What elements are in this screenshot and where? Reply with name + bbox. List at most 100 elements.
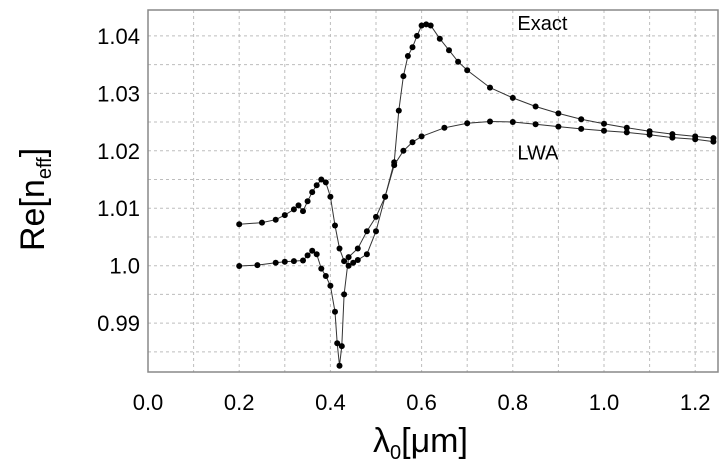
data-point-exact	[395, 107, 402, 114]
y-tick-label: 1.03	[97, 81, 140, 106]
data-point-exact	[281, 258, 288, 265]
data-point-exact	[363, 228, 370, 235]
x-axis-label-main: λ	[373, 422, 390, 460]
data-point-lwa	[464, 120, 471, 127]
data-point-exact	[236, 263, 243, 269]
data-point-lwa	[578, 125, 585, 132]
data-point-lwa	[300, 208, 306, 215]
data-point-lwa	[322, 179, 329, 186]
data-point-lwa	[382, 193, 389, 200]
data-point-exact	[555, 110, 562, 117]
data-point-lwa	[710, 138, 717, 145]
data-point-lwa	[373, 228, 379, 235]
data-point-lwa	[391, 162, 398, 169]
data-point-lwa	[304, 198, 311, 205]
grid	[148, 10, 718, 372]
x-tick-label: 0.6	[406, 390, 437, 415]
y-tick-label: 1.0	[109, 254, 140, 279]
y-axis-label-sub: eff	[34, 157, 56, 179]
data-point-exact	[423, 21, 430, 28]
data-point-exact	[436, 35, 443, 42]
data-point-lwa	[441, 124, 448, 131]
x-tick-label: 0.4	[315, 390, 346, 415]
x-axis-label-unit: [μm]	[401, 422, 468, 460]
data-point-lwa	[601, 127, 607, 134]
data-point-lwa	[327, 193, 334, 200]
data-point-lwa	[400, 147, 407, 154]
data-point-exact	[446, 47, 452, 54]
data-point-lwa	[418, 133, 425, 140]
data-point-exact	[409, 44, 416, 51]
data-point-lwa	[295, 202, 302, 209]
data-point-lwa	[692, 136, 699, 143]
data-point-exact	[327, 282, 334, 289]
y-tick-label: 1.01	[97, 196, 140, 221]
x-axis-label: λ0[μm]	[373, 422, 468, 463]
plot-frame	[147, 9, 719, 373]
data-point-exact	[509, 94, 516, 101]
x-tick-label: 0.0	[133, 390, 164, 415]
x-tick-label: 1.0	[589, 390, 620, 415]
data-point-lwa	[669, 134, 676, 141]
data-point-lwa	[290, 206, 297, 213]
data-point-exact	[464, 67, 471, 74]
data-point-lwa	[350, 259, 357, 266]
data-point-lwa	[236, 221, 243, 228]
data-point-exact	[354, 245, 361, 252]
y-tick-label: 1.04	[97, 24, 140, 49]
data-point-lwa	[363, 251, 370, 258]
data-point-lwa	[272, 216, 279, 223]
series-label-lwa: LWA	[517, 142, 559, 164]
y-axis-label-close: ]	[14, 148, 52, 157]
data-point-lwa	[332, 222, 338, 229]
tick-labels: 0.0 0.2 0.4 0.6 0.8 1.0 1.2 0.99 1.0 1.01 1.02 1.03…	[97, 24, 710, 415]
data-point-exact	[532, 103, 539, 110]
data-point-lwa	[281, 212, 288, 219]
data-point-lwa	[509, 119, 516, 125]
data-point-exact	[332, 308, 338, 315]
data-point-exact	[341, 291, 348, 298]
data-point-lwa	[354, 257, 361, 263]
data-point-exact	[427, 22, 434, 29]
x-tick-label: 0.8	[498, 390, 529, 415]
data-point-lwa	[309, 189, 316, 196]
data-point-lwa	[555, 123, 562, 130]
data-point-exact	[404, 53, 411, 59]
data-point-exact	[334, 340, 341, 347]
data-point-exact	[578, 116, 585, 123]
data-point-lwa	[259, 219, 265, 226]
data-point-exact	[373, 213, 379, 220]
data-point-lwa	[341, 258, 348, 265]
data-point-exact	[418, 22, 425, 29]
data-point-exact	[318, 265, 325, 272]
data-point-exact	[290, 258, 297, 265]
data-point-lwa	[336, 245, 343, 252]
data-point-exact	[414, 32, 420, 39]
data-point-exact	[322, 273, 329, 279]
data-point-lwa	[646, 131, 653, 138]
data-point-lwa	[313, 182, 320, 189]
data-point-lwa	[409, 139, 416, 146]
data-point-exact	[254, 262, 261, 269]
data-point-lwa	[623, 129, 630, 136]
data-point-exact	[272, 259, 279, 266]
data-point-exact	[345, 254, 352, 261]
data-point-exact	[300, 257, 306, 264]
data-point-exact	[309, 247, 316, 254]
data-point-lwa	[487, 118, 493, 125]
data-point-exact	[313, 251, 320, 258]
y-tick-label: 1.02	[97, 139, 140, 164]
data-point-exact	[601, 120, 607, 127]
x-tick-label: 0.2	[224, 390, 255, 415]
data-point-exact	[400, 73, 407, 80]
x-tick-label: 1.2	[680, 390, 711, 415]
data-point-exact	[455, 58, 462, 65]
data-point-lwa	[532, 121, 539, 128]
data-point-exact	[336, 362, 343, 369]
data-point-exact	[487, 84, 493, 91]
data-point-lwa	[318, 176, 325, 183]
series-layer	[236, 21, 717, 369]
y-tick-label: 0.99	[97, 311, 140, 336]
x-axis-label-sub: 0	[390, 442, 401, 463]
